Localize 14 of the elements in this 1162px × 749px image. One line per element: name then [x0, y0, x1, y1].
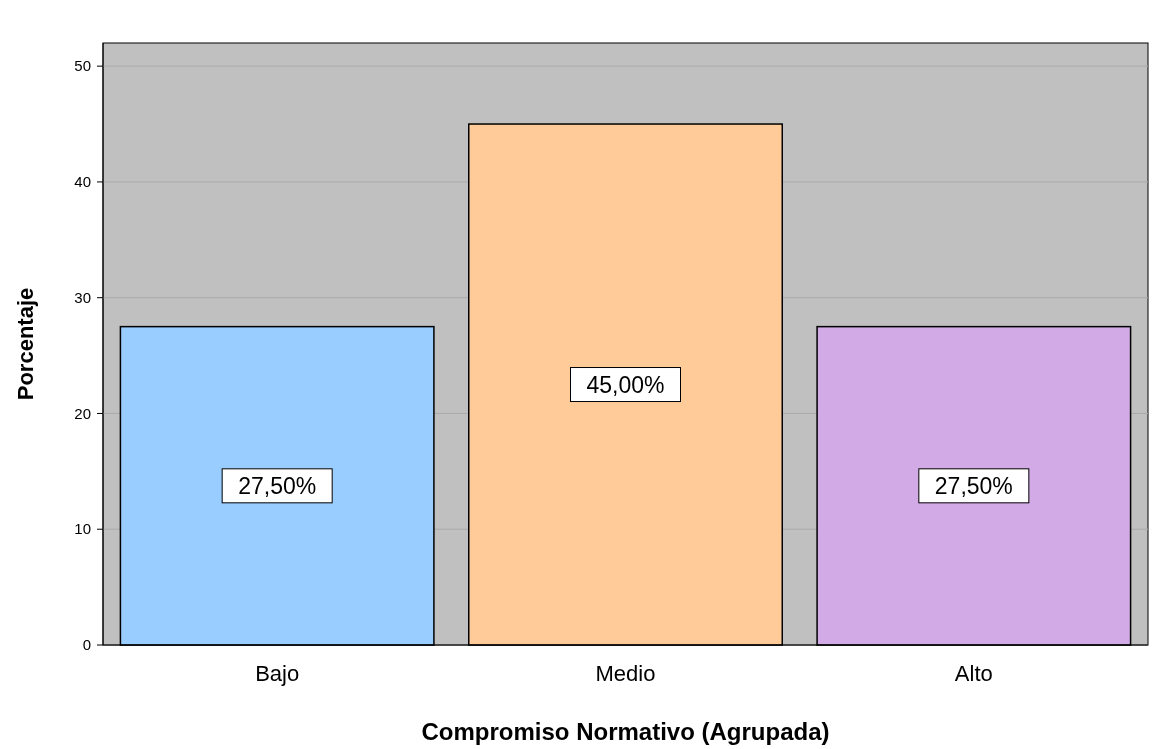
x-tick-label: Alto [954, 661, 993, 686]
data-label: 27,50% [238, 472, 317, 499]
y-tick-label: 0 [82, 636, 91, 654]
y-tick-label: 50 [74, 57, 91, 75]
x-tick-label: Medio [595, 661, 656, 686]
data-label: 45,00% [586, 371, 665, 398]
x-axis-title: Compromiso Normativo (Agrupada) [421, 718, 830, 745]
x-tick-label: Bajo [255, 661, 300, 686]
y-tick-label: 40 [74, 173, 91, 191]
data-label: 27,50% [934, 472, 1013, 499]
y-tick-label: 30 [74, 288, 91, 306]
y-axis-title: Porcentaje [13, 287, 38, 401]
y-tick-label: 10 [74, 520, 91, 538]
y-tick-label: 20 [74, 404, 91, 422]
